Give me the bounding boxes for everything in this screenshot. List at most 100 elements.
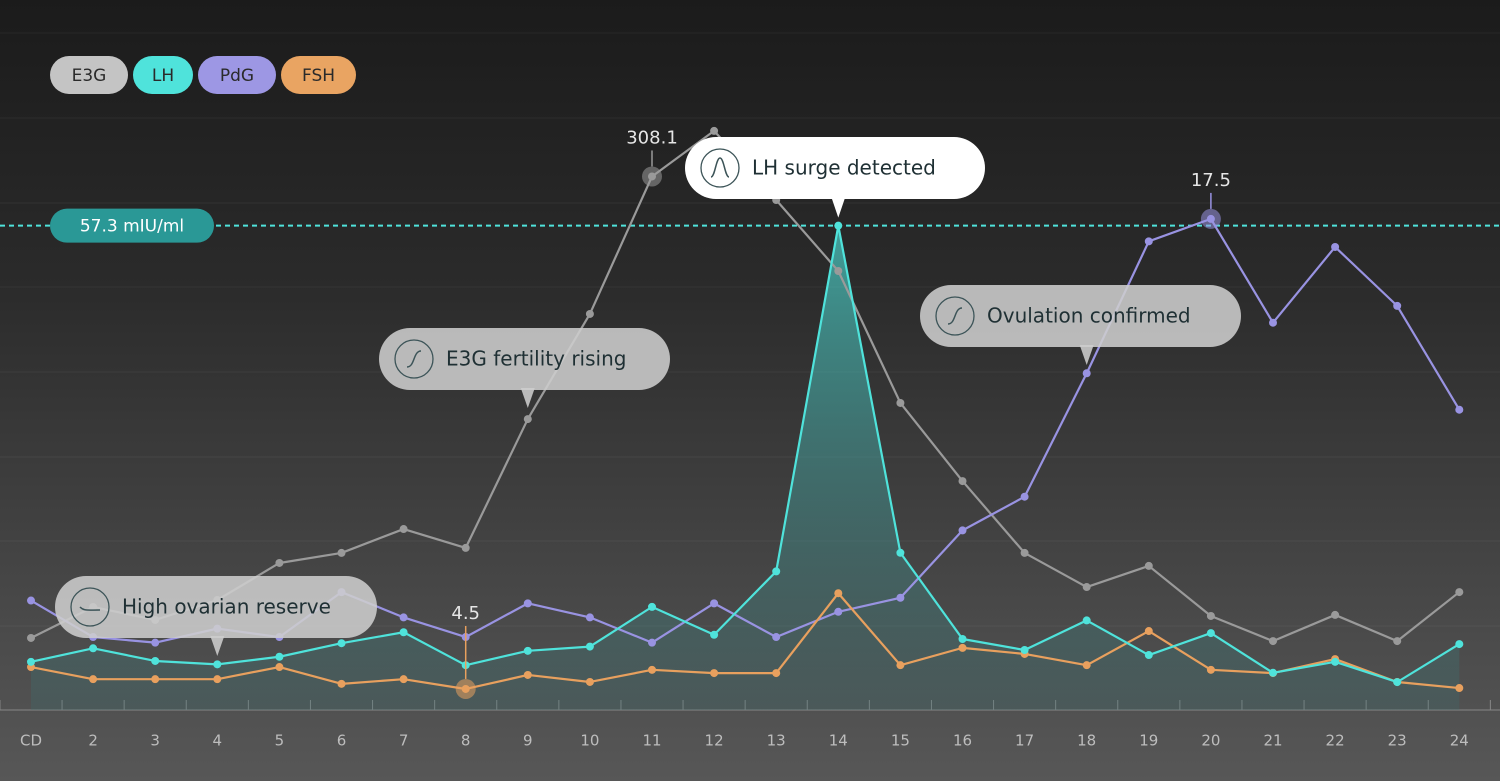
data-point	[958, 643, 967, 652]
x-tick-label: 10	[580, 732, 599, 750]
data-point	[648, 638, 656, 647]
legend-label: E3G	[72, 66, 107, 86]
data-point	[1331, 242, 1340, 251]
data-point	[1331, 610, 1340, 619]
data-point	[399, 675, 408, 684]
x-tick-label: 18	[1077, 732, 1096, 750]
x-tick-label: 6	[337, 732, 347, 750]
data-point	[958, 477, 967, 486]
data-point	[27, 633, 35, 642]
data-point	[337, 639, 346, 648]
data-point	[1455, 684, 1464, 693]
x-tick-label: 13	[767, 732, 786, 750]
callout-icon	[406, 350, 422, 368]
callout-bubble	[55, 576, 377, 638]
x-tick-label: 4	[213, 732, 223, 750]
data-point	[710, 669, 719, 678]
data-point	[1269, 637, 1277, 646]
data-point	[213, 675, 222, 684]
data-point	[834, 267, 843, 276]
data-point	[27, 596, 35, 605]
data-point	[151, 656, 160, 665]
callout: High ovarian reserve	[55, 576, 377, 656]
data-point	[399, 525, 408, 534]
legend-pill	[281, 56, 356, 94]
data-point	[648, 602, 656, 611]
data-point	[89, 644, 98, 653]
x-tick-label: 15	[891, 732, 910, 750]
callout: Ovulation confirmed	[920, 285, 1241, 365]
data-point	[1082, 369, 1091, 378]
x-tick-label: 9	[523, 732, 533, 750]
value-label: 308.1	[626, 127, 678, 148]
legend-pill	[133, 56, 193, 94]
data-point	[1455, 405, 1464, 414]
data-point	[772, 633, 781, 642]
data-point	[1082, 616, 1091, 625]
background-grid	[0, 32, 1500, 627]
data-point	[585, 309, 594, 318]
callout-pointer	[1079, 345, 1094, 365]
data-point	[1082, 661, 1091, 670]
x-tick-label: 5	[275, 732, 285, 750]
data-point	[1455, 588, 1464, 597]
data-point	[523, 599, 532, 608]
callout-icon	[947, 307, 963, 325]
data-point	[213, 660, 222, 669]
callout-icon	[79, 606, 101, 611]
data-point	[1455, 640, 1464, 649]
x-tick-label: 23	[1388, 732, 1407, 750]
data-point	[1206, 665, 1215, 674]
data-point	[461, 543, 470, 552]
callout-icon-ring	[935, 296, 975, 336]
data-point	[1144, 651, 1153, 660]
data-point	[523, 646, 532, 655]
x-tick-label: 8	[461, 732, 471, 750]
x-tick-label: 12	[705, 732, 724, 750]
data-point	[1269, 668, 1277, 677]
data-point	[834, 589, 843, 598]
series-line	[30, 224, 1460, 684]
callout: LH surge detected	[685, 137, 985, 218]
data-point	[1206, 629, 1215, 638]
callout-icon-ring	[394, 339, 434, 379]
x-tick-label: 17	[1015, 732, 1034, 750]
data-point	[710, 630, 719, 639]
data-point	[1393, 301, 1402, 310]
x-tick-label: 16	[953, 732, 972, 750]
data-point	[1144, 627, 1153, 636]
data-point	[275, 652, 284, 661]
x-tick-label: 19	[1139, 732, 1158, 750]
x-tick-label: CD	[20, 732, 42, 750]
data-point	[1144, 561, 1153, 570]
data-point	[958, 526, 967, 535]
data-point	[648, 665, 656, 674]
data-point	[1144, 237, 1153, 246]
series-line	[30, 129, 1460, 643]
callout-text: Ovulation confirmed	[987, 304, 1191, 328]
data-point	[772, 567, 781, 576]
data-point	[710, 599, 719, 608]
value-label: 4.5	[451, 603, 480, 624]
callout-bubble	[685, 137, 985, 199]
data-point	[523, 670, 532, 679]
x-tick-label: 24	[1450, 732, 1469, 750]
callout-icon-ring	[700, 148, 740, 188]
x-tick-label: 14	[829, 732, 848, 750]
callout: E3G fertility rising	[379, 328, 670, 408]
data-point	[151, 638, 160, 647]
data-point	[523, 415, 532, 424]
data-point	[1020, 645, 1029, 654]
callout-icon	[710, 157, 730, 178]
data-point	[834, 221, 843, 230]
data-point	[275, 663, 284, 672]
data-point	[89, 675, 98, 684]
x-tick-label: 7	[399, 732, 409, 750]
callout-text: LH surge detected	[752, 156, 936, 180]
callout-text: E3G fertility rising	[446, 347, 626, 371]
data-point	[585, 613, 594, 622]
data-point	[337, 548, 346, 557]
x-tick-label: 21	[1263, 732, 1282, 750]
data-point	[1020, 548, 1029, 557]
